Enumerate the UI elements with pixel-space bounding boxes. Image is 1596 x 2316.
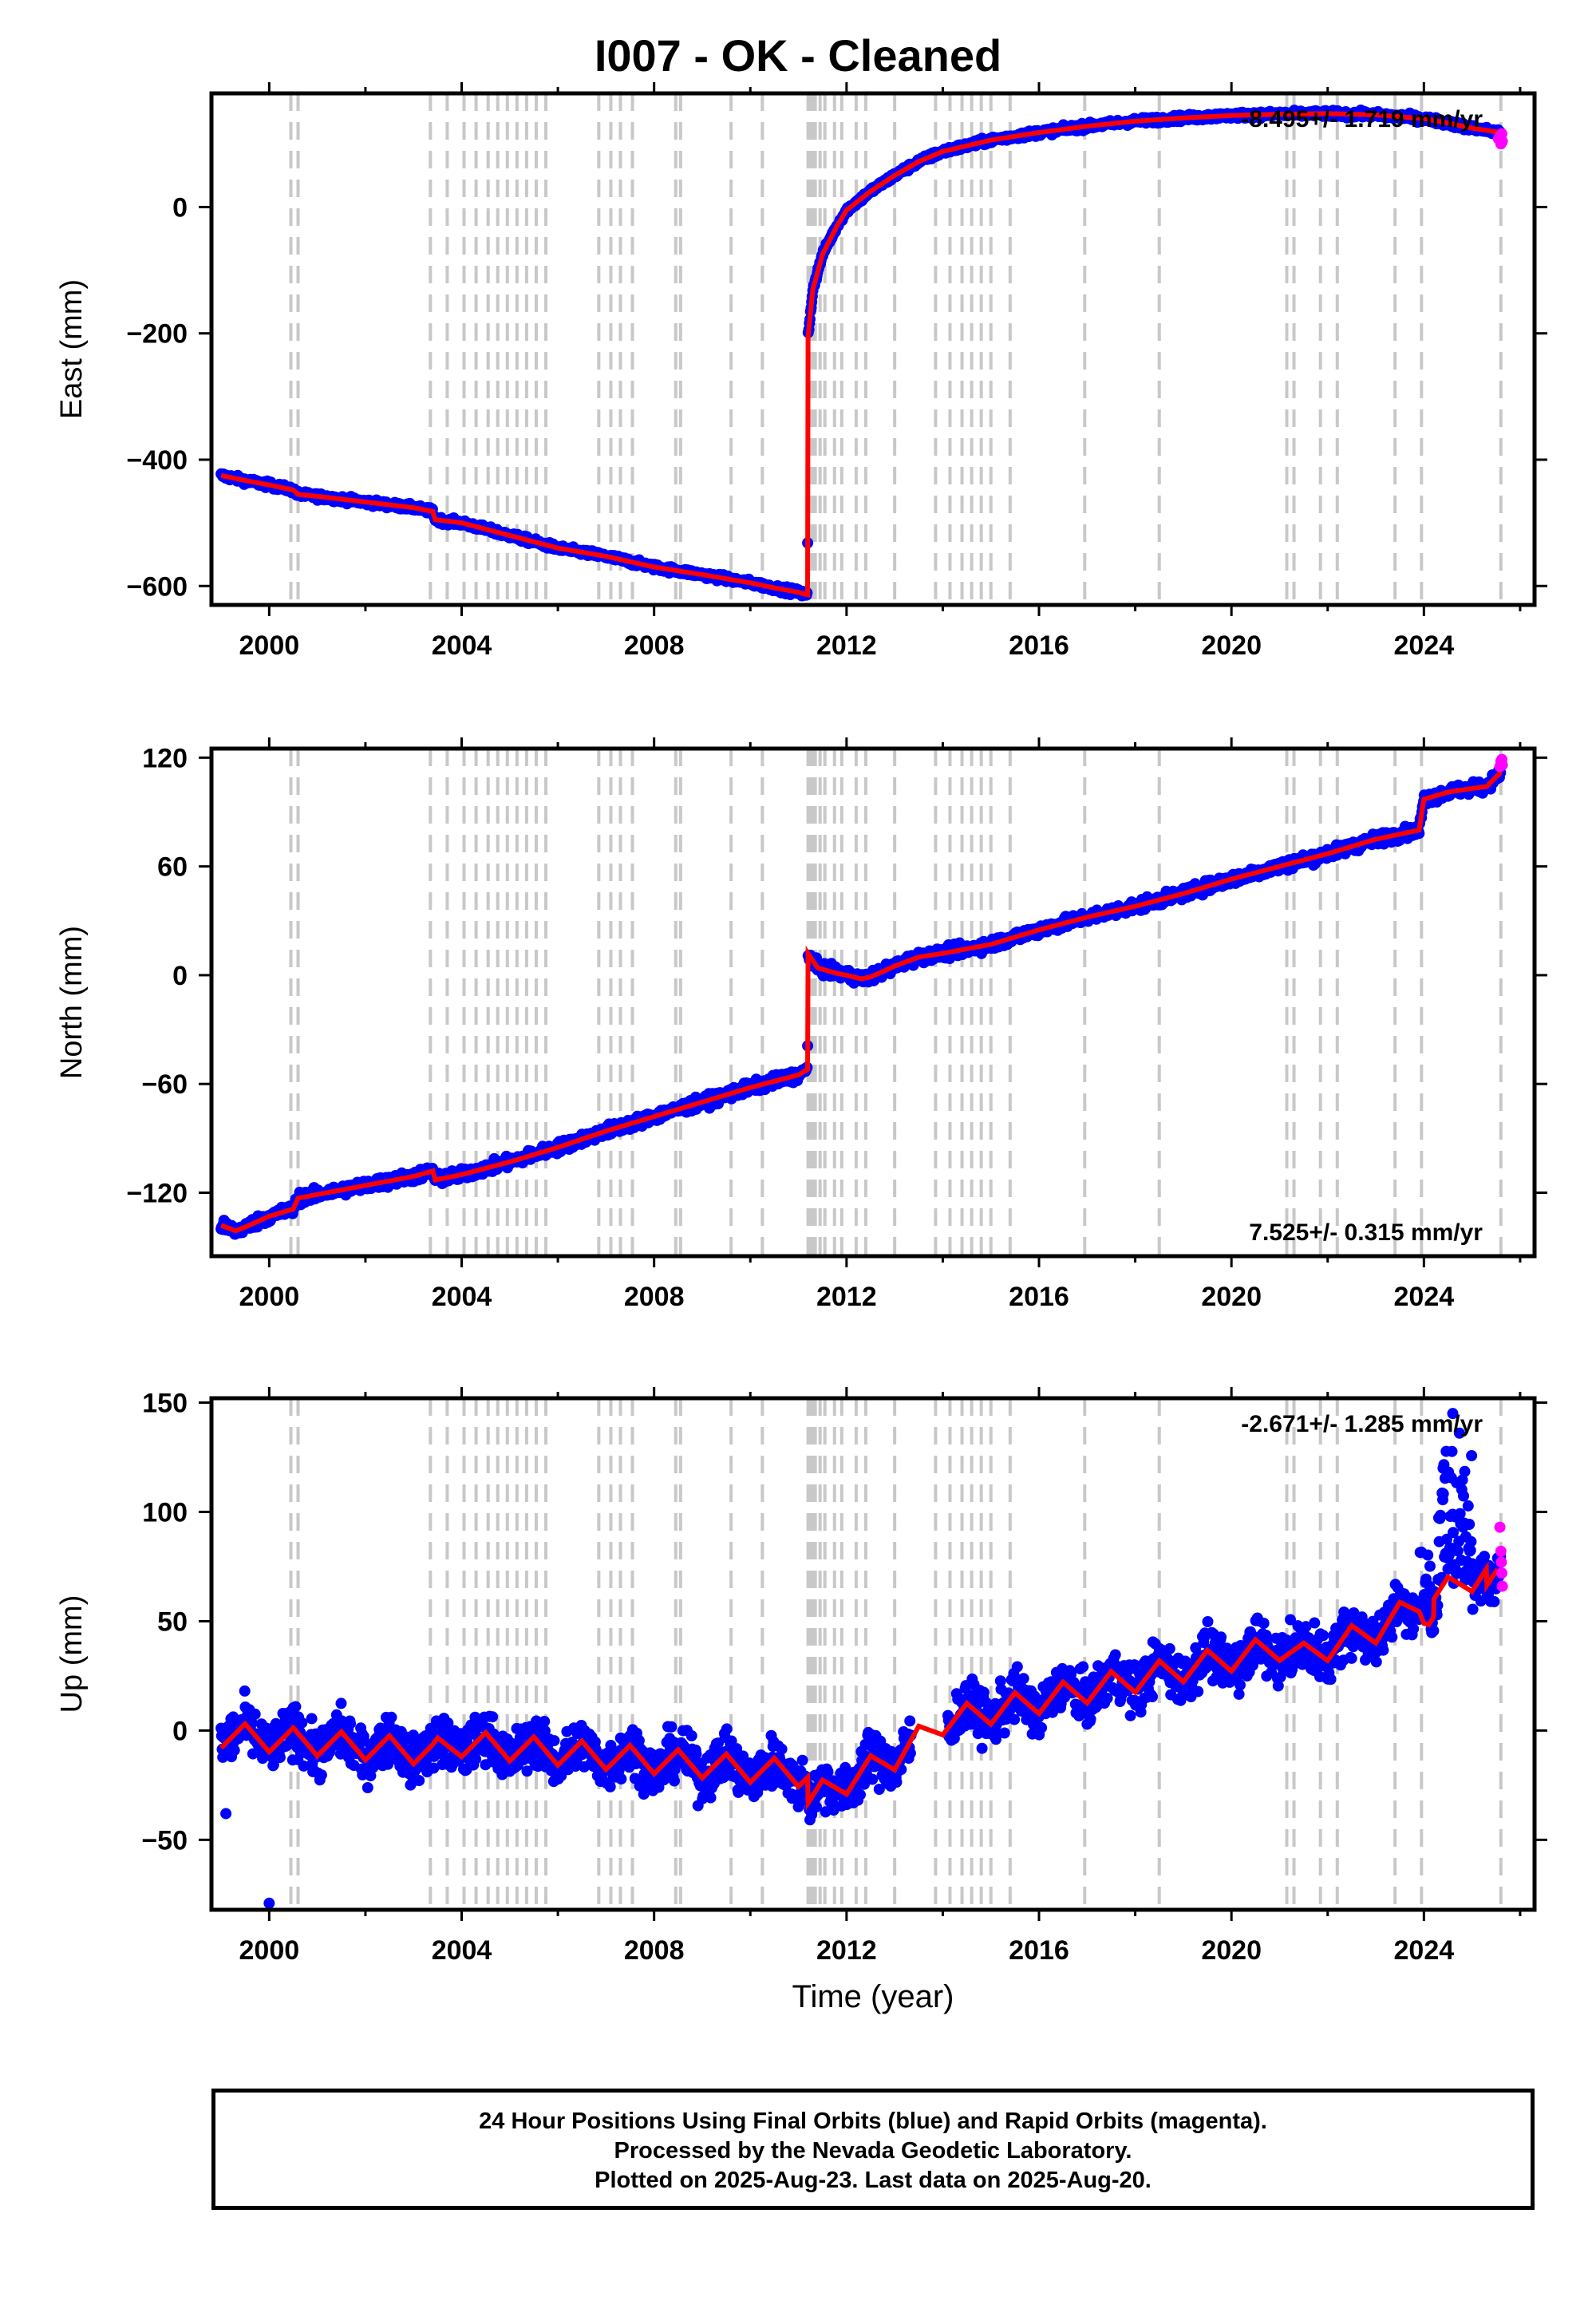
x-tick-label: 2024 [1394, 1282, 1455, 1312]
data-point [249, 1708, 261, 1720]
final-orbit-points [215, 105, 1507, 602]
x-tick-label: 2016 [1009, 1282, 1069, 1312]
rate-label: 7.525+/- 0.315 mm/yr [1249, 1219, 1483, 1246]
x-tick-label: 2004 [432, 1282, 492, 1312]
data-point [345, 1717, 357, 1729]
plot-area [215, 93, 1508, 605]
rapid-orbit-points [1494, 753, 1508, 773]
data-point [296, 1717, 308, 1729]
y-tick-label: −60 [141, 1069, 188, 1100]
final-orbit-points [215, 1408, 1507, 1909]
rapid-point [1496, 759, 1508, 771]
y-axis-label: North (mm) [55, 926, 89, 1079]
model-line [220, 769, 1503, 1234]
x-tick-label: 2020 [1201, 1282, 1262, 1312]
data-point [361, 1782, 373, 1793]
data-point [228, 1745, 240, 1757]
plot-area [215, 749, 1508, 1256]
y-tick-label: −400 [126, 445, 188, 476]
data-point [290, 1701, 302, 1713]
rapid-orbit-points [1492, 128, 1508, 150]
y-tick-label: −200 [126, 319, 188, 350]
x-tick-label: 2008 [624, 630, 685, 661]
rapid-point [1496, 136, 1508, 148]
x-tick-label: 2000 [239, 1282, 300, 1312]
y-tick-label: −600 [126, 571, 188, 602]
chart-title: I007 - OK - Cleaned [594, 30, 1002, 81]
y-tick-label: 0 [172, 961, 188, 991]
y-tick-label: 60 [157, 852, 188, 883]
x-tick-label: 2000 [239, 630, 300, 661]
rate-label: -8.495+/- 1.719 mm/yr [1241, 106, 1483, 132]
plot-area [215, 1398, 1508, 1910]
data-point [306, 1713, 318, 1725]
panel-up: 2000 2004 2008 2012 2016 2020 2024150100500−50… [55, 1387, 1547, 1966]
data-point [315, 1769, 327, 1781]
y-tick-label: −120 [126, 1179, 188, 1209]
final-orbit-points [215, 765, 1507, 1240]
x-tick-label: 2008 [624, 1282, 685, 1312]
y-tick-label: 0 [172, 192, 188, 223]
x-tick-label: 2012 [816, 630, 877, 661]
data-point [335, 1697, 347, 1709]
model-line [220, 111, 1502, 598]
data-point [239, 1685, 251, 1697]
x-tick-label: 2024 [1394, 630, 1455, 661]
panel-east: 2000 2004 2008 2012 2016 2020 2024 0 −200 −400 −60… [55, 82, 1547, 661]
x-tick-label: 2016 [1009, 630, 1069, 661]
panel-frame [209, 91, 1537, 607]
x-tick-label: 2020 [1201, 630, 1262, 661]
x-tick-label: 2012 [816, 1282, 877, 1312]
y-axis-label: East (mm) [55, 279, 89, 419]
y-tick-label: 120 [142, 743, 188, 773]
x-tick-label: 2004 [432, 630, 492, 661]
panel-north: 2000 2004 2008 2012 2016 2020 2024 120 60 0 −60 −12… [55, 737, 1547, 1312]
data-point [274, 1752, 286, 1764]
